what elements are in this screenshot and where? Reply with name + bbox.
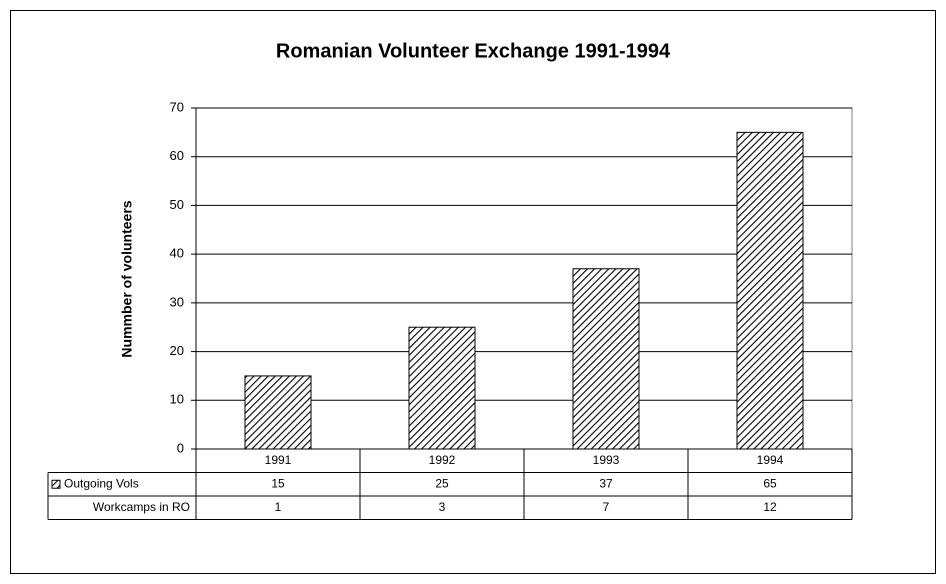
table-value: 12 bbox=[763, 500, 777, 514]
table-value: 37 bbox=[599, 476, 613, 490]
table-value: 15 bbox=[271, 476, 285, 490]
table-value: 3 bbox=[439, 500, 446, 514]
x-tick-label: 1992 bbox=[429, 453, 456, 467]
y-tick-label: 0 bbox=[177, 440, 184, 455]
bar bbox=[244, 375, 312, 450]
table-value: 7 bbox=[603, 500, 610, 514]
x-tick-label: 1994 bbox=[757, 453, 784, 467]
chart-title: Romanian Volunteer Exchange 1991-1994 bbox=[276, 40, 671, 62]
y-axis-label: Nummber of volunteers bbox=[119, 200, 135, 357]
table-value: 1 bbox=[275, 500, 282, 514]
y-tick-label: 10 bbox=[170, 392, 184, 407]
y-tick-label: 30 bbox=[170, 294, 184, 309]
bar bbox=[408, 326, 476, 450]
x-tick-label: 1991 bbox=[265, 453, 292, 467]
legend-label: Outgoing Vols bbox=[64, 476, 139, 490]
legend-label: Workcamps in RO bbox=[93, 500, 190, 514]
y-tick-label: 60 bbox=[170, 148, 184, 163]
x-tick-label: 1993 bbox=[593, 453, 620, 467]
y-tick-label: 50 bbox=[170, 197, 184, 212]
table-value: 65 bbox=[763, 476, 777, 490]
bar bbox=[572, 268, 640, 450]
table-value: 25 bbox=[435, 476, 449, 490]
y-tick-label: 40 bbox=[170, 246, 184, 261]
bar bbox=[736, 131, 804, 450]
y-tick-label: 20 bbox=[170, 343, 184, 358]
y-tick-label: 70 bbox=[170, 99, 184, 114]
legend-key bbox=[51, 479, 61, 489]
